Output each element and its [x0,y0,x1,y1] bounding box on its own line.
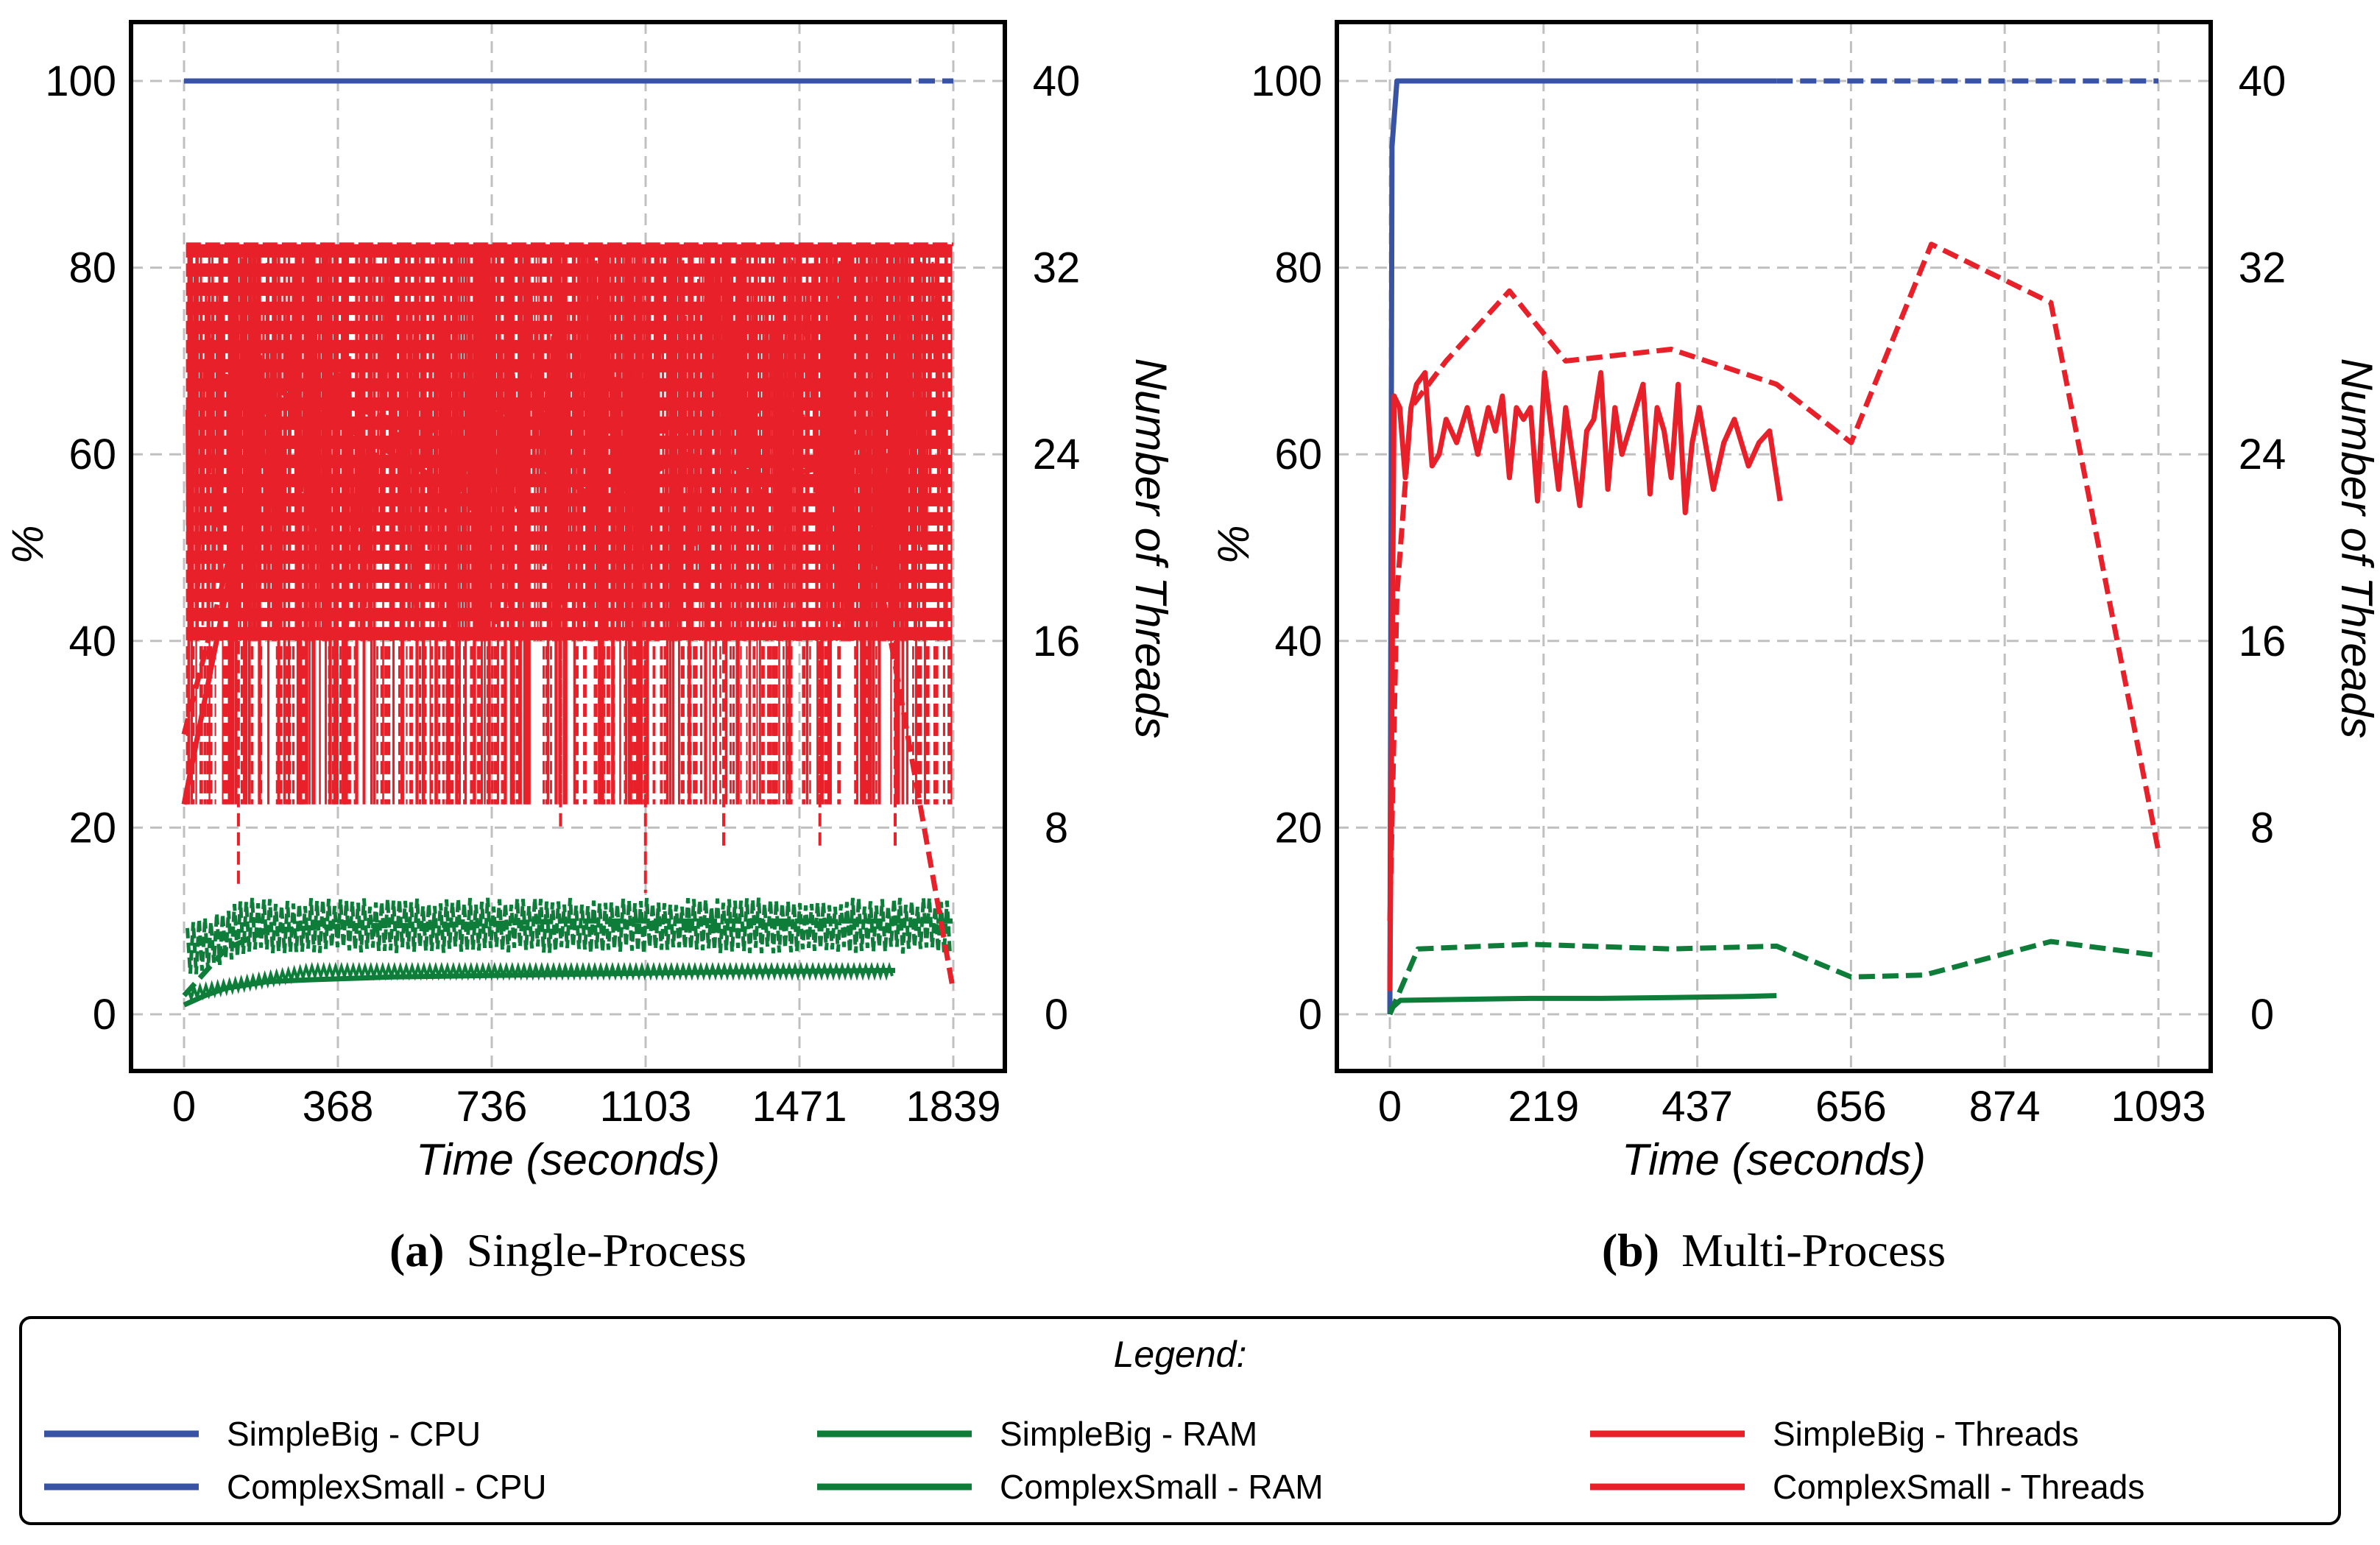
y-tick-label: 20 [1274,804,1322,852]
x-tick-label: 219 [1508,1083,1579,1131]
y2-tick-label: 16 [2239,618,2287,665]
legend-box [19,1316,2341,1525]
legend-entry-simplebig-ram: SimpleBig - RAM [817,1415,1257,1453]
legend-entry-complexsmall-ram: ComplexSmall - RAM [817,1468,1324,1506]
series-line-complexsmall-threads [181,405,956,991]
x-axis-title: Time (seconds) [416,1135,720,1184]
legend-label: SimpleBig - CPU [227,1415,481,1453]
legend-entry-complexsmall-cpu: ComplexSmall - CPU [44,1468,547,1506]
legend-entry-simplebig-threads: SimpleBig - Threads [1590,1415,2079,1453]
y-tick-label: 60 [1274,431,1322,478]
x-tick-label: 656 [1815,1083,1887,1131]
y-axis-left-ticks: 0 20 40 60 80 100 [1251,57,1322,1039]
x-tick-label: 368 [303,1083,374,1131]
series-line-complexsmall-ram [1387,938,2159,1016]
legend-label: SimpleBig - RAM [1000,1415,1257,1453]
y2-tick-label: 0 [2250,991,2274,1039]
y2-tick-label: 32 [1033,244,1081,292]
y-tick-label: 80 [68,244,116,292]
y2-tick-label: 32 [2239,244,2287,292]
panel-caption-text: Single-Process [467,1224,746,1276]
y-axis-title: % [3,525,52,564]
x-tick-label: 437 [1662,1083,1733,1131]
y2-tick-label: 8 [2250,804,2274,852]
thread-zigzag [185,244,948,641]
y-tick-label: 0 [93,991,116,1039]
y-tick-label: 100 [45,57,116,105]
y-tick-label: 60 [68,431,116,478]
series-line-simplebig-threads [1387,370,1783,991]
legend-entries: SimpleBig - CPU ComplexSmall - CPU SimpleB… [44,1415,2144,1506]
panel-letter: (b) [1602,1224,1659,1276]
legend: Legend: SimpleBig - CPU ComplexSmall - CP… [19,1316,2341,1525]
x-tick-label: 736 [456,1083,528,1131]
series-line-simplebig-ram [1388,993,1777,1012]
legend-title: Legend: [1114,1334,1247,1375]
y-tick-label: 20 [68,804,116,852]
y-axis-title: % [1209,525,1258,564]
legend-label: SimpleBig - Threads [1773,1415,2079,1453]
series-line-simplebig-cpu [1387,78,1777,1015]
legend-label: ComplexSmall - RAM [1000,1468,1324,1506]
panel-caption: (a) Single-Process [389,1224,746,1276]
legend-entry-simplebig-cpu: SimpleBig - CPU [44,1415,481,1453]
x-axis-title: Time (seconds) [1622,1135,1926,1184]
x-tick-label: 0 [172,1083,196,1131]
plot-area [1387,78,2161,1016]
y2-tick-label: 40 [2239,57,2287,105]
y-tick-label: 40 [68,618,116,665]
y2-tick-label: 24 [2239,431,2287,478]
x-tick-label: 0 [1378,1083,1402,1131]
y2-tick-label: 24 [1033,431,1081,478]
oscillation-texture [185,242,953,1003]
series-line-complexsmall-threads [1387,241,2161,922]
plot-frame [1335,20,2213,1073]
plot-frame [129,20,1007,1073]
panel-caption-text: Multi-Process [1681,1224,1946,1276]
gridlines [1337,22,2211,1071]
x-tick-label: 1471 [752,1083,847,1131]
y2-axis-title: Number of Threads [2332,358,2380,739]
ram-oscillation-band [186,897,952,975]
y-axis-left-ticks: 0 20 40 60 80 100 [45,57,116,1039]
y2-tick-label: 16 [1033,618,1081,665]
y2-axis-title: Number of Threads [1126,358,1176,739]
x-tick-label: 874 [1969,1083,2041,1131]
series-line-simplebig-ram [183,967,896,1008]
y-tick-label: 40 [1274,618,1322,665]
chart-panel-multi-process: 0 20 40 60 80 100 0 8 16 24 32 40 0 219 437 656 874 109… [1209,20,2380,1276]
y-tick-label: 80 [1274,244,1322,292]
plot-area [181,78,956,1008]
series-line-simplebig-threads [181,381,896,805]
y-axis-right-ticks: 0 8 16 24 32 40 [1033,57,1081,1039]
y2-tick-label: 8 [1045,804,1068,852]
x-axis-ticks: 0 368 736 1103 1471 1839 [172,1083,1001,1131]
legend-label: ComplexSmall - CPU [227,1468,547,1506]
chart-panel-single-process: 0 20 40 60 80 100 0 8 16 24 32 40 0 368 736 1103 1471 1… [3,20,1176,1276]
legend-entry-complexsmall-threads: ComplexSmall - Threads [1590,1468,2144,1506]
x-tick-label: 1839 [905,1083,1000,1131]
y-axis-right-ticks: 0 8 16 24 32 40 [2239,57,2287,1039]
y-tick-label: 0 [1299,991,1322,1039]
panel-letter: (a) [389,1224,445,1276]
legend-label: ComplexSmall - Threads [1773,1468,2144,1506]
series-line-complexsmall-ram [182,918,953,997]
x-tick-label: 1093 [2111,1083,2206,1131]
y2-tick-label: 40 [1033,57,1081,105]
x-axis-ticks: 0 219 437 656 874 1093 [1378,1083,2206,1131]
ram-oscillation-solid [186,961,894,1003]
x-tick-label: 1103 [600,1083,692,1131]
y2-tick-label: 0 [1045,991,1068,1039]
y-tick-label: 100 [1251,57,1322,105]
panel-caption: (b) Multi-Process [1602,1224,1946,1276]
